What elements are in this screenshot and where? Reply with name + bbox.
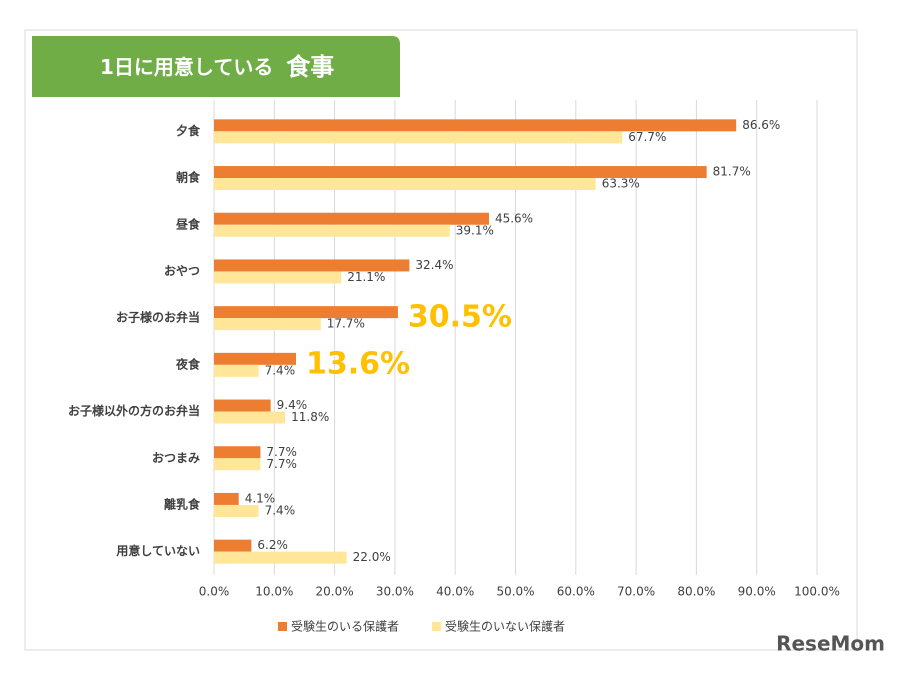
y-tick-label: 用意していない [115,543,200,558]
x-tick-label: 0.0% [199,585,230,599]
y-tick-label: 離乳食 [164,496,201,511]
title-main: 1日に用意している [100,55,273,79]
x-tick-label: 60.0% [557,585,595,599]
y-tick-label: 朝食 [176,170,201,185]
bar [214,446,261,459]
y-tick-label: 夕食 [176,123,201,138]
bar [214,364,259,377]
bar [214,259,410,272]
bar [214,166,707,179]
bar [214,399,271,412]
value-label: 39.1% [456,223,494,237]
bar [214,119,737,132]
x-tick-label: 40.0% [436,585,474,599]
x-tick-label: 10.0% [255,585,293,599]
value-label: 81.7% [713,165,751,179]
bar [214,318,321,331]
y-tick-label: 昼食 [175,216,201,231]
y-tick-label: おつまみ [152,451,200,465]
bar [214,551,347,564]
value-label: 17.7% [327,317,365,331]
bar [214,178,596,191]
x-tick-label: 50.0% [496,585,534,599]
title-box [32,36,400,97]
bar [214,224,450,237]
value-label: 9.4% [277,398,308,412]
value-label: 63.3% [602,177,640,191]
value-label: 4.1% [245,491,276,505]
y-tick-label: お子様以外の方のお弁当 [68,403,200,418]
value-label: 7.4% [265,363,296,377]
highlight-label: 30.5% [408,300,512,335]
x-tick-label: 90.0% [738,585,776,599]
x-tick-label: 80.0% [677,585,715,599]
bar [214,306,398,319]
bar [214,504,259,517]
bar [214,352,297,365]
bar [214,492,239,505]
value-label: 7.7% [266,445,297,459]
value-label: 67.7% [628,130,666,144]
value-label: 86.6% [742,118,780,132]
bar [214,458,261,471]
y-tick-label: 夜食 [175,356,201,371]
chart-title: 1日に用意している 食事 [100,53,334,81]
y-tick-label: お子様のお弁当 [116,310,200,325]
value-label: 7.7% [266,457,297,471]
value-label: 11.8% [291,410,329,424]
value-label: 7.4% [265,503,296,517]
watermark: ReseMom [776,632,885,656]
legend-label: 受験生のいない保護者 [445,619,565,634]
bar [214,212,489,225]
bar [214,539,252,552]
x-tick-label: 30.0% [376,585,414,599]
legend-label: 受験生のいる保護者 [291,619,399,634]
y-tick-label: おやつ [164,264,200,278]
value-label: 32.4% [415,258,453,272]
title-emphasis: 食事 [286,53,334,81]
value-label: 45.6% [495,211,533,225]
highlight-label: 13.6% [306,346,410,381]
bar [214,411,286,424]
value-label: 21.1% [347,270,385,284]
x-tick-label: 100.0% [794,585,840,599]
x-tick-label: 70.0% [617,585,655,599]
x-tick-label: 20.0% [316,585,354,599]
value-label: 22.0% [353,550,391,564]
value-label: 6.2% [257,538,288,552]
bar [214,271,342,284]
legend-swatch [278,622,287,631]
legend-swatch [432,622,442,631]
bar [214,131,623,144]
